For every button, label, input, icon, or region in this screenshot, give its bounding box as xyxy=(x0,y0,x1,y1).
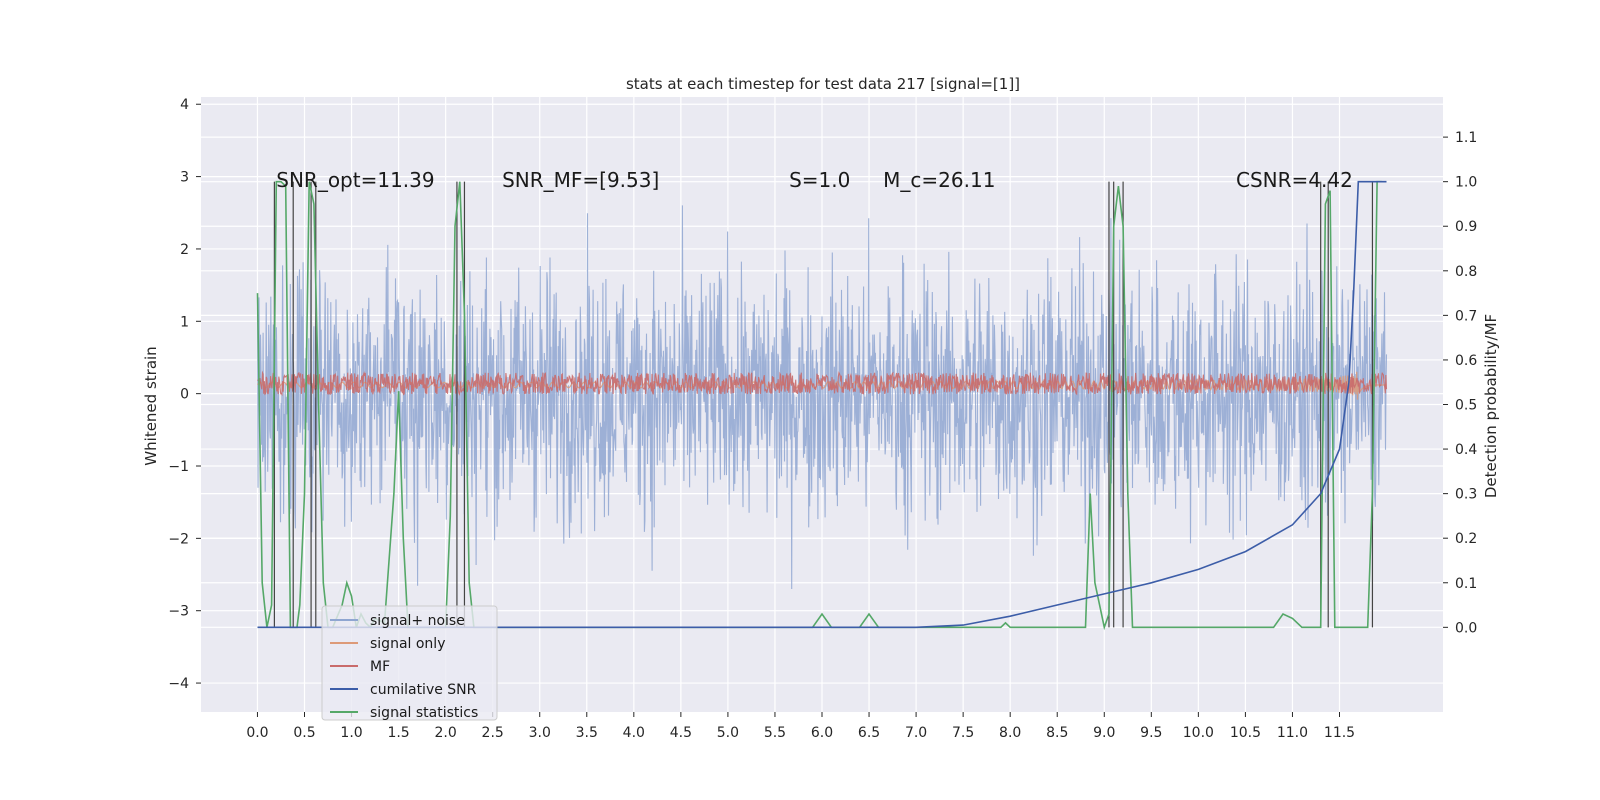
legend-label: signal+ noise xyxy=(370,613,465,629)
x-tick-label: 10.5 xyxy=(1230,725,1261,741)
annotation-text: CSNR=4.42 xyxy=(1236,168,1353,192)
series-signal-statistics xyxy=(256,180,1382,631)
axes: 0.0 0.5 1.0 1.5 2.0 2.5 3.0 3.5 4.0 4.5 5.0 5.5 6.0 6… xyxy=(168,97,1477,741)
y2-tick-label: 0.9 xyxy=(1455,219,1477,235)
y2-tick-label: 0.1 xyxy=(1455,576,1477,592)
annotations: SNR_opt=11.39 SNR_MF=[9.53] S=1.0 M_c=26.11… xyxy=(276,168,1353,192)
y-axis-label: Whitened strain xyxy=(142,346,160,465)
x-tick-label: 2.0 xyxy=(435,725,457,741)
series-mf xyxy=(257,370,1388,397)
y-tick-label: −2 xyxy=(168,531,189,547)
x-tick-label: 2.5 xyxy=(482,725,504,741)
x-tick-label: 1.5 xyxy=(387,725,409,741)
y2-axis-label: Detection probability/MF xyxy=(1482,314,1500,498)
y-tick-label: −1 xyxy=(168,459,189,475)
y-tick-label: 1 xyxy=(180,314,189,330)
x-tick-label: 6.5 xyxy=(858,725,880,741)
series-cumulative-snr xyxy=(257,180,1387,629)
y2-tick-label: 0.7 xyxy=(1455,308,1477,324)
x-tick-label: 6.0 xyxy=(811,725,833,741)
chart-title: stats at each timestep for test data 217… xyxy=(626,75,1020,93)
annotation-text: SNR_opt=11.39 xyxy=(276,168,434,192)
x-tick-label: 7.5 xyxy=(952,725,974,741)
legend-label: signal statistics xyxy=(370,705,478,721)
legend: signal+ noise signal only MF cumilative SNR… xyxy=(321,605,498,721)
x-tick-label: 11.5 xyxy=(1324,725,1355,741)
annotation-text: SNR_MF=[9.53] xyxy=(502,168,659,192)
x-tick-label: 8.0 xyxy=(999,725,1021,741)
legend-label: signal only xyxy=(370,636,445,652)
x-tick-label: 8.5 xyxy=(1046,725,1068,741)
x-tick-label: 3.0 xyxy=(529,725,551,741)
x-tick-label: 9.5 xyxy=(1140,725,1162,741)
legend-label: cumilative SNR xyxy=(370,682,477,698)
y-tick-label: 0 xyxy=(180,387,189,403)
annotation-text: S=1.0 xyxy=(789,168,850,192)
x-tick-label: 10.0 xyxy=(1183,725,1214,741)
x-tick-label: 9.0 xyxy=(1093,725,1115,741)
series-signal-noise xyxy=(256,205,1388,590)
annotation-text: M_c=26.11 xyxy=(883,168,995,192)
legend-box xyxy=(321,605,498,721)
x-tick-label: 5.5 xyxy=(764,725,786,741)
legend-label: MF xyxy=(370,659,390,675)
x-tick-label: 0.5 xyxy=(293,725,315,741)
y2-tick-label: 1.0 xyxy=(1455,175,1477,191)
y-tick-label: −4 xyxy=(168,676,189,692)
x-tick-label: 0.0 xyxy=(246,725,268,741)
y2-tick-label: 0.0 xyxy=(1455,620,1477,636)
y2-tick-label: 0.5 xyxy=(1455,398,1477,414)
x-tick-label: 4.5 xyxy=(670,725,692,741)
x-tick-label: 5.0 xyxy=(717,725,739,741)
y-tick-label: 4 xyxy=(180,97,189,113)
y2-tick-label: 0.8 xyxy=(1455,264,1477,280)
y2-tick-label: 0.4 xyxy=(1455,442,1477,458)
x-tick-label: 7.0 xyxy=(905,725,927,741)
y-tick-label: 2 xyxy=(180,242,189,258)
x-tick-label: 4.0 xyxy=(623,725,645,741)
x-tick-label: 3.5 xyxy=(576,725,598,741)
x-tick-label: 1.0 xyxy=(340,725,362,741)
y2-tick-label: 0.6 xyxy=(1455,353,1477,369)
y2-tick-label: 0.2 xyxy=(1455,531,1477,547)
y-tick-label: 3 xyxy=(180,170,189,186)
y2-tick-label: 0.3 xyxy=(1455,487,1477,503)
x-tick-label: 11.0 xyxy=(1277,725,1308,741)
series-layer xyxy=(256,180,1388,631)
y-tick-label: −3 xyxy=(168,604,189,620)
y2-tick-label: 1.1 xyxy=(1455,130,1477,146)
